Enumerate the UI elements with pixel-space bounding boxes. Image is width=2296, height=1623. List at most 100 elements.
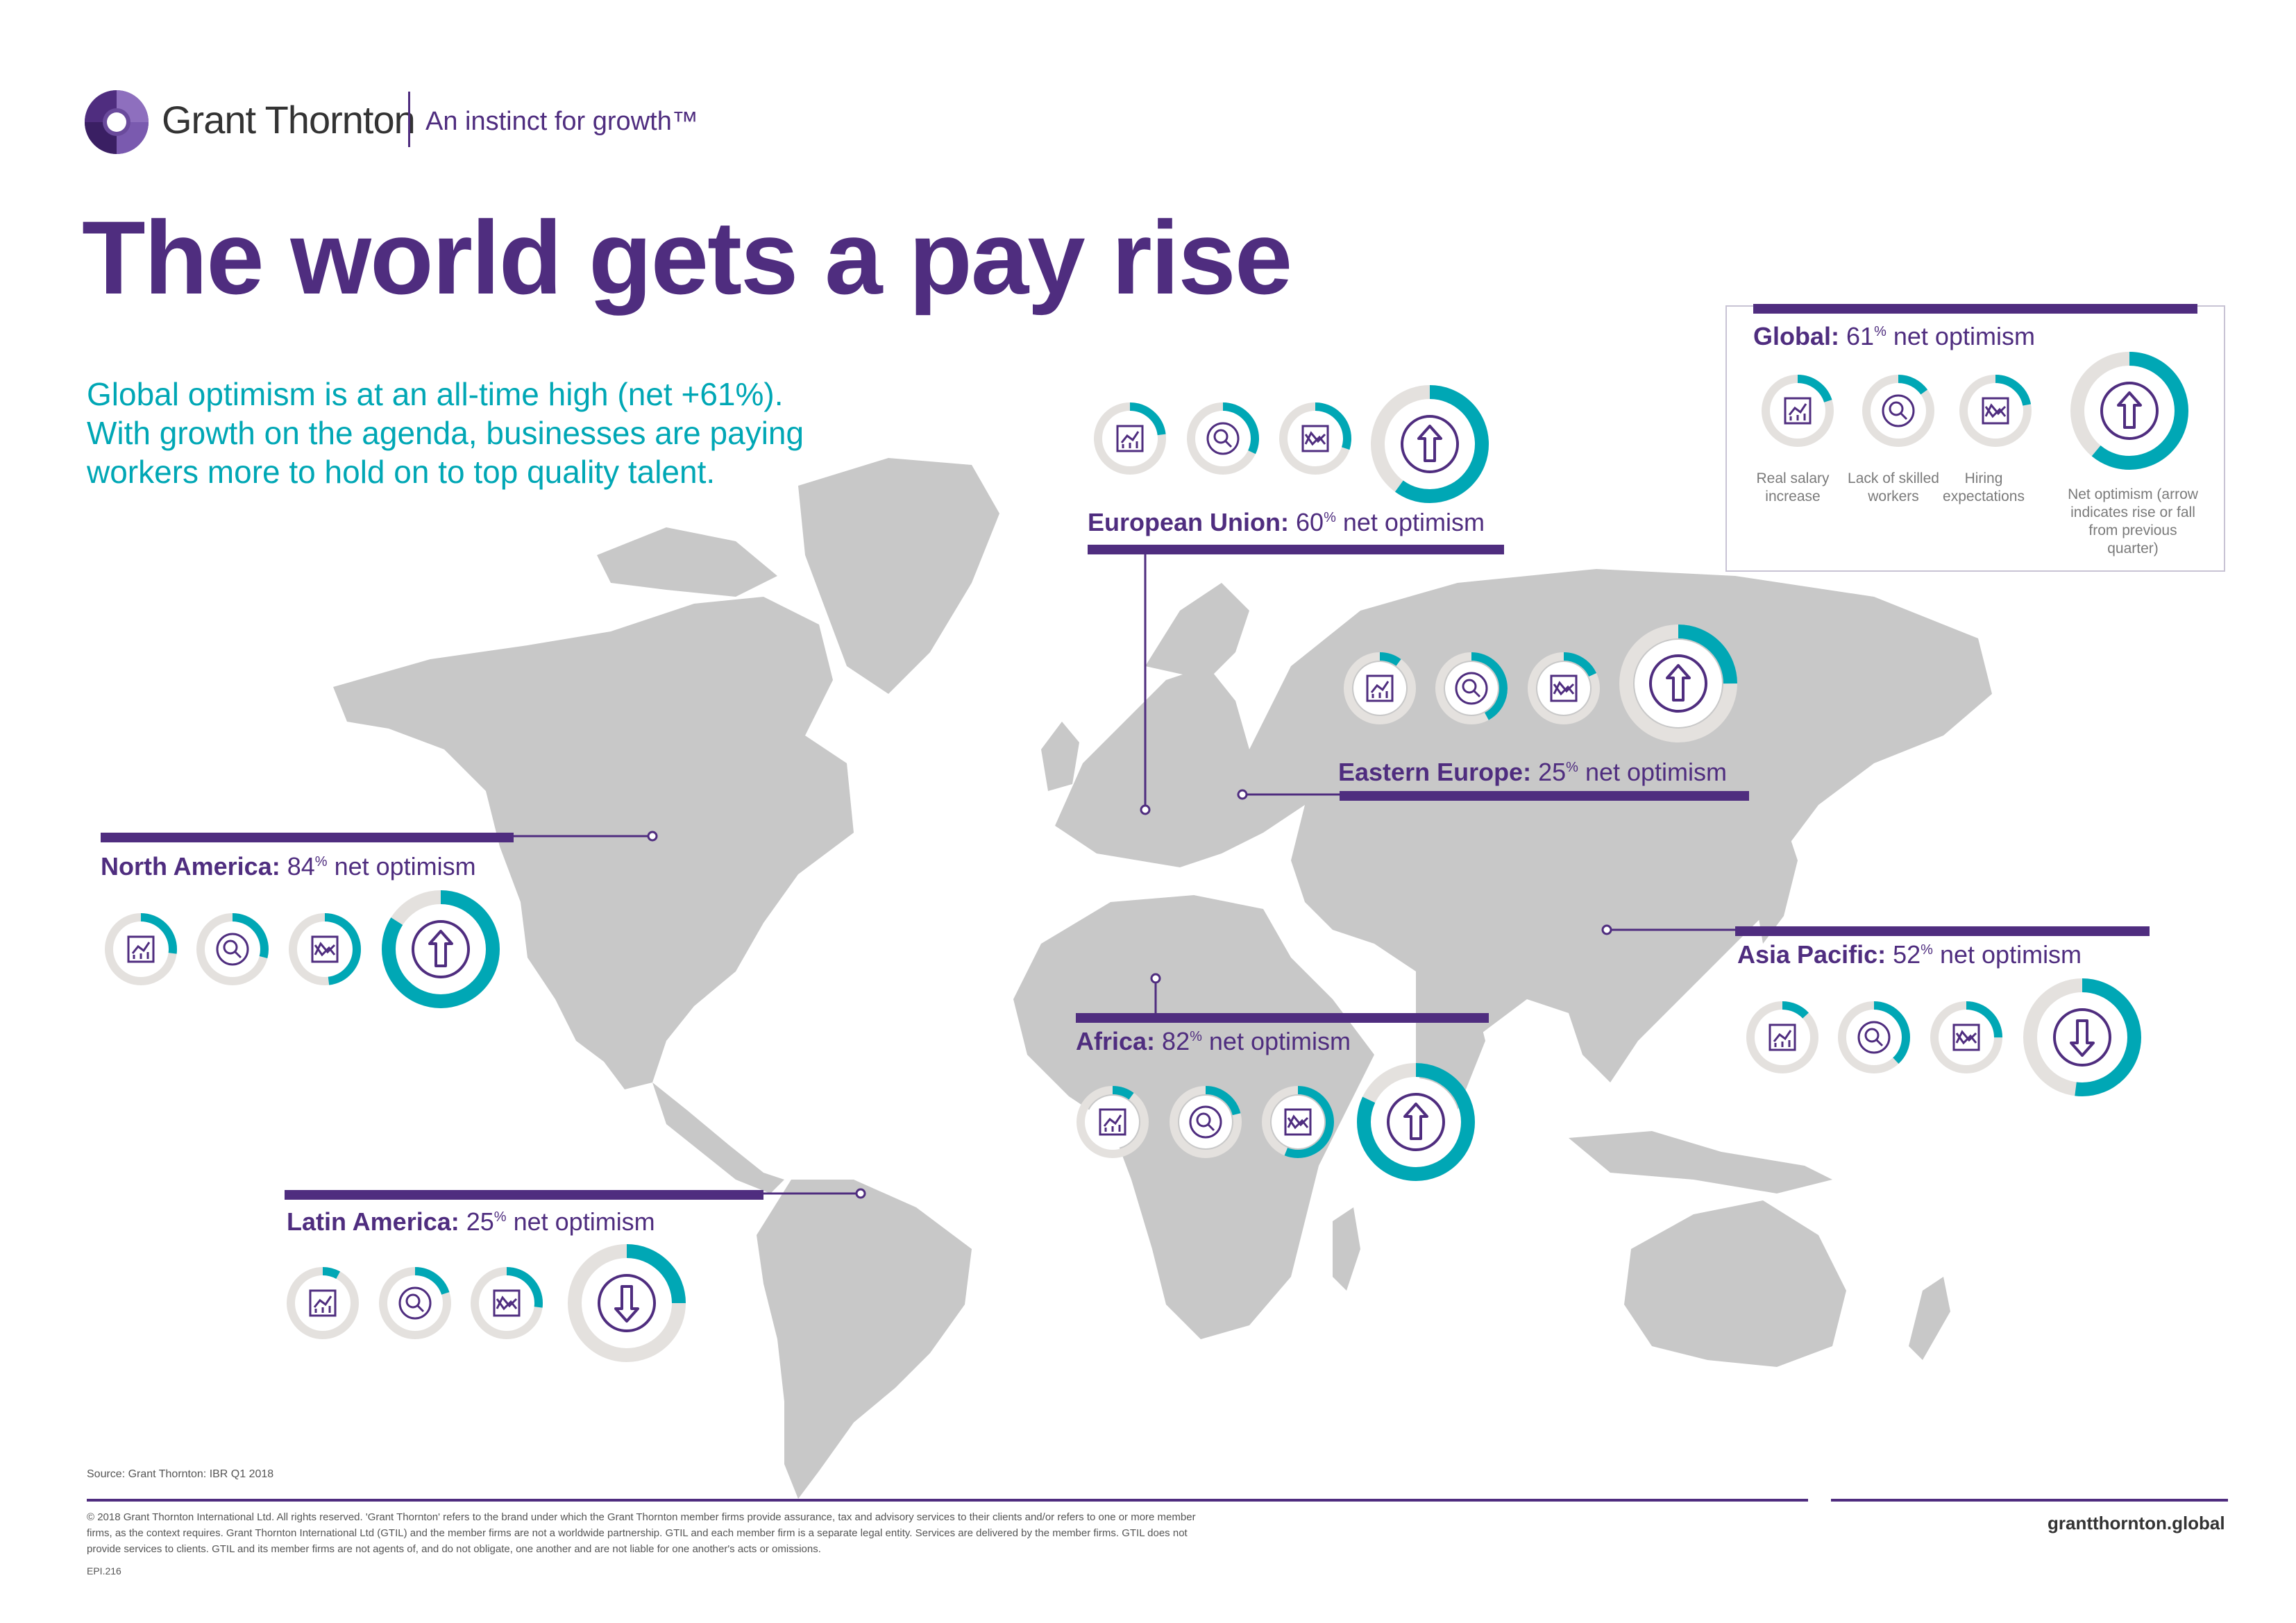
japan-shape bbox=[1756, 819, 1798, 944]
la-marker bbox=[855, 1188, 866, 1199]
salary-chart-icon bbox=[1116, 425, 1144, 452]
ee-net-gauge-value-arc bbox=[1619, 624, 1737, 742]
ap-net-gauge-value-arc bbox=[2023, 978, 2141, 1096]
eu-net-gauge-inner bbox=[1386, 400, 1474, 488]
arctic-islands-shape bbox=[597, 527, 777, 597]
ap-skills-gauge-value-arc bbox=[1838, 1001, 1910, 1073]
ee-marker bbox=[1237, 789, 1248, 800]
page-title: The world gets a pay rise bbox=[82, 199, 1292, 316]
ee-hiring-gauge-value-arc bbox=[1528, 652, 1600, 724]
la-hiring-gauge-value-arc bbox=[471, 1267, 543, 1339]
na-skills-gauge-value-arc bbox=[196, 913, 269, 985]
handshake-icon bbox=[1550, 674, 1578, 702]
na-skills-gauge-inner bbox=[206, 923, 259, 976]
ap-bar bbox=[1735, 926, 2150, 936]
uk-shape bbox=[1041, 722, 1079, 791]
handshake-icon bbox=[493, 1289, 521, 1317]
ap-marker bbox=[1601, 924, 1612, 935]
na-marker bbox=[647, 831, 658, 842]
ap-gauges bbox=[1746, 978, 2141, 1096]
la-skills-gauge-value-arc bbox=[379, 1267, 451, 1339]
na-hiring-gauge-value-arc bbox=[289, 913, 361, 985]
website-link[interactable]: grantthornton.global bbox=[2048, 1513, 2225, 1533]
handshake-icon bbox=[1952, 1023, 1980, 1051]
australia-shape bbox=[1624, 1200, 1846, 1367]
markers bbox=[647, 789, 1612, 1199]
af-skills-gauge-value-arc bbox=[1170, 1086, 1242, 1158]
intro-line: Global optimism is at an all-time high (… bbox=[87, 376, 784, 412]
eu-hiring-gauge-value-arc bbox=[1279, 402, 1351, 475]
eu-skills-gauge-inner bbox=[1197, 412, 1249, 465]
eu-title: European Union: 60% net optimism bbox=[1088, 508, 1485, 536]
global-title: Global: 61% net optimism bbox=[1753, 322, 2035, 350]
salary-chart-icon bbox=[127, 935, 155, 963]
la-net-gauge-value-arc bbox=[568, 1244, 686, 1362]
na-bar bbox=[101, 833, 514, 842]
intro-text: Global optimism is at an all-time high (… bbox=[87, 375, 954, 491]
legal-text: © 2018 Grant Thornton International Ltd.… bbox=[87, 1511, 1196, 1555]
south-america-shape bbox=[757, 1180, 972, 1499]
la-salary-gauge-value-arc bbox=[287, 1267, 359, 1339]
af-skills-gauge-inner bbox=[1179, 1096, 1232, 1148]
arrow-up-icon bbox=[1401, 415, 1459, 473]
ee-gauges bbox=[1344, 624, 1737, 742]
brand-name: Grant Thornton bbox=[162, 98, 416, 142]
scandinavia-shape bbox=[1145, 583, 1249, 680]
ap-title: Asia Pacific: 52% net optimism bbox=[1737, 940, 2082, 969]
eu-marker bbox=[1140, 804, 1151, 815]
eu-skills-gauge-value-arc bbox=[1187, 402, 1259, 475]
greenland-shape bbox=[798, 458, 999, 694]
af-bar bbox=[1076, 1013, 1489, 1023]
global-salary-gauge-value-arc bbox=[1762, 375, 1834, 447]
legend-skills-label: Lack of skilled workers bbox=[1848, 470, 1939, 504]
na-title: North America: 84% net optimism bbox=[101, 852, 476, 881]
global-skills-gauge-inner bbox=[1872, 384, 1925, 437]
magnifier-icon bbox=[1189, 1105, 1222, 1139]
brand-logo: Grant Thornton An instinct for growth™ bbox=[82, 82, 707, 154]
handshake-icon bbox=[1284, 1108, 1312, 1136]
arrow-up-icon bbox=[412, 920, 470, 978]
ee-skills-gauge-inner bbox=[1445, 662, 1498, 715]
af-gauges bbox=[1077, 1063, 1475, 1181]
arrow-up-icon bbox=[1649, 654, 1707, 713]
asia-shape bbox=[1249, 569, 1992, 1082]
source-note: Source: Grant Thornton: IBR Q1 2018 bbox=[87, 1468, 274, 1480]
global-net-gauge-value-arc bbox=[2070, 352, 2188, 470]
region-bars bbox=[101, 545, 2150, 1200]
north-america-shape bbox=[333, 597, 854, 1089]
ee-title: Eastern Europe: 25% net optimism bbox=[1338, 758, 1728, 786]
global-hiring-gauge-value-arc bbox=[1959, 375, 2032, 447]
global-net-gauge-inner bbox=[2086, 367, 2173, 454]
af-salary-gauge-value-arc bbox=[1077, 1086, 1149, 1158]
af-net-gauge-inner bbox=[1372, 1078, 1460, 1166]
ee-bar bbox=[1340, 791, 1749, 801]
ap-skills-gauge-inner bbox=[1848, 1011, 1900, 1064]
magnifier-icon bbox=[1857, 1021, 1891, 1054]
legend-net-label: Net optimism (arrow indicates rise or fa… bbox=[2068, 486, 2198, 556]
handshake-icon bbox=[1982, 397, 2009, 425]
connectors bbox=[514, 548, 1735, 1195]
legend-salary-label: Real salary increase bbox=[1756, 470, 1830, 504]
footer-rule bbox=[87, 1499, 1808, 1502]
na-salary-gauge-value-arc bbox=[105, 913, 177, 985]
arrow-down-icon bbox=[2053, 1008, 2111, 1067]
ee-skills-gauge-value-arc bbox=[1435, 652, 1508, 724]
document-code: EPI.216 bbox=[87, 1565, 121, 1577]
intro-line: With growth on the agenda, businesses ar… bbox=[87, 415, 804, 451]
magnifier-icon bbox=[1206, 422, 1240, 455]
salary-chart-icon bbox=[309, 1289, 337, 1317]
salary-chart-icon bbox=[1366, 674, 1394, 702]
la-skills-gauge-inner bbox=[389, 1277, 441, 1329]
magnifier-icon bbox=[398, 1286, 432, 1320]
grant-thornton-logo-icon bbox=[85, 90, 149, 154]
indonesia-shape bbox=[1569, 1131, 1832, 1193]
magnifier-icon bbox=[216, 933, 249, 966]
arrow-up-icon bbox=[1387, 1093, 1445, 1151]
eu-net-gauge-value-arc bbox=[1371, 385, 1489, 503]
la-gauges bbox=[287, 1244, 686, 1362]
magnifier-icon bbox=[1882, 394, 1915, 427]
magnifier-icon bbox=[1455, 672, 1488, 705]
arrow-down-icon bbox=[598, 1274, 656, 1332]
legend-hiring-label: Hiring expectations bbox=[1943, 470, 2025, 504]
